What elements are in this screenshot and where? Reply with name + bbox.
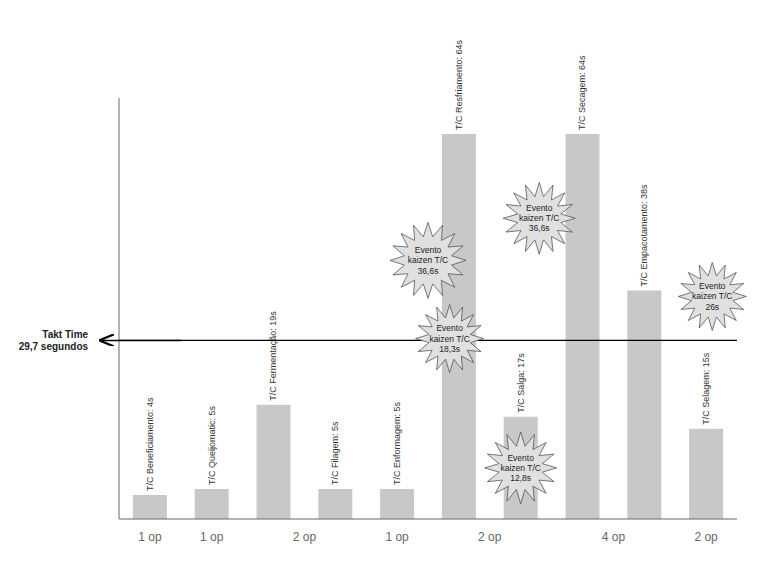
svg-text:T/C Filagem: 5s: T/C Filagem: 5s [330, 421, 340, 485]
svg-text:1 op: 1 op [138, 530, 162, 544]
svg-text:Takt Time29,7 segundos: Takt Time29,7 segundos [19, 329, 89, 352]
svg-text:4 op: 4 op [602, 530, 626, 544]
svg-text:Eventokaizen T/C12,8s: Eventokaizen T/C12,8s [500, 453, 540, 483]
svg-text:2 op: 2 op [478, 530, 502, 544]
svg-text:Eventokaizen T/C26s: Eventokaizen T/C26s [692, 281, 732, 311]
svg-text:Eventokaizen T/C18,3s: Eventokaizen T/C18,3s [429, 323, 469, 353]
svg-text:T/C Resfriamento: 64s: T/C Resfriamento: 64s [454, 40, 464, 131]
svg-text:2 op: 2 op [694, 530, 718, 544]
svg-text:2 op: 2 op [293, 530, 317, 544]
svg-text:T/C Fermentação: 19s: T/C Fermentação: 19s [269, 311, 279, 401]
svg-text:T/C Empacotamento: 38s: T/C Empacotamento: 38s [639, 184, 649, 287]
svg-text:T/C Selagem: 15s: T/C Selagem: 15s [701, 352, 711, 425]
svg-text:T/C Queijomatic: 5s: T/C Queijomatic: 5s [207, 405, 217, 485]
svg-text:1 op: 1 op [200, 530, 224, 544]
svg-text:T/C Salga: 17s: T/C Salga: 17s [516, 353, 526, 413]
svg-text:T/C Beneficiamento: 4s: T/C Beneficiamento: 4s [145, 397, 155, 491]
svg-text:T/C Secagem: 64s: T/C Secagem: 64s [578, 55, 588, 130]
svg-text:Eventokaizen T/C36,6s: Eventokaizen T/C36,6s [408, 245, 448, 275]
svg-text:T/C Enformagem: 5s: T/C Enformagem: 5s [392, 401, 402, 485]
svg-text:1 op: 1 op [385, 530, 409, 544]
svg-text:Eventokaizen T/C36,6s: Eventokaizen T/C36,6s [519, 203, 559, 233]
